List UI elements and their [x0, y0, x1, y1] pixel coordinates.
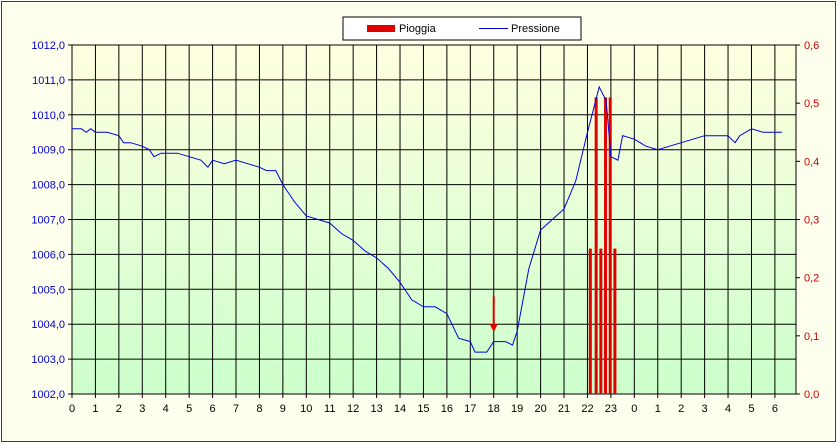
x-tick-label: 9	[280, 403, 286, 415]
x-tick-label: 6	[772, 403, 778, 415]
y-right-tick-label: 0,6	[804, 40, 819, 52]
x-tick-label: 15	[417, 403, 429, 415]
x-tick-label: 12	[347, 403, 359, 415]
y-right-tick-label: 0,4	[804, 156, 819, 168]
x-tick-label: 16	[441, 403, 453, 415]
y-right-tick-label: 0,5	[804, 98, 819, 110]
x-tick-label: 2	[116, 403, 122, 415]
x-tick-label: 13	[370, 403, 382, 415]
x-tick-labels: 0 1 2 3 4 5 6 7 8 9 10 11 12 13 14 15 16 17 18 19 20 21 22 23 0 1…	[69, 394, 778, 415]
x-tick-label: 3	[702, 403, 708, 415]
y-left-tick-label: 1009,0	[31, 145, 65, 157]
y-left-tick-label: 1007,0	[31, 215, 65, 227]
x-tick-label: 6	[210, 403, 216, 415]
y-left-tick-label: 1008,0	[31, 180, 65, 192]
x-tick-label: 4	[163, 403, 169, 415]
y-left-tick-label: 1004,0	[31, 319, 65, 331]
rain-bar	[613, 248, 617, 394]
x-tick-label: 19	[511, 403, 523, 415]
pressure-line	[72, 85, 782, 353]
legend: Pioggia Pressione	[342, 16, 582, 41]
x-tick-label: 14	[394, 403, 406, 415]
y-right-tick-label: 0,3	[804, 215, 819, 227]
pressure-series-line	[72, 85, 782, 353]
rain-bar	[604, 97, 608, 394]
y-left-tick-label: 1011,0	[32, 75, 65, 87]
rain-bar	[599, 248, 603, 394]
x-tick-label: 17	[464, 403, 476, 415]
y-left-tick-label: 1003,0	[31, 354, 65, 366]
grid	[71, 44, 796, 395]
x-tick-label: 18	[488, 403, 500, 415]
rain-bars	[588, 97, 617, 394]
arrow-annotation-head	[489, 324, 498, 333]
y-right-tick-labels: 0,0 0,1 0,2 0,3 0,4 0,5 0,6	[796, 40, 819, 401]
y-right-tick-label: 0,1	[804, 331, 819, 343]
rain-bar	[608, 97, 612, 394]
x-tick-label: 0	[631, 403, 637, 415]
annotations	[489, 296, 498, 333]
y-left-tick-label: 1012,0	[31, 40, 65, 52]
y-right-tick-label: 0,0	[804, 389, 819, 401]
x-tick-label: 0	[69, 403, 75, 415]
rain-bar	[588, 248, 592, 394]
x-tick-label: 5	[748, 403, 754, 415]
legend-box	[342, 16, 582, 41]
x-tick-label: 10	[300, 403, 312, 415]
x-tick-label: 3	[139, 403, 145, 415]
legend-label-pressione: Pressione	[511, 23, 560, 35]
legend-swatch-pioggia	[367, 25, 395, 32]
x-tick-label: 1	[92, 403, 98, 415]
y-left-tick-label: 1002,0	[31, 389, 65, 401]
x-tick-label: 21	[558, 403, 570, 415]
x-tick-label: 4	[725, 403, 731, 415]
x-tick-label: 11	[324, 403, 335, 415]
y-left-tick-labels: 1002,0 1003,0 1004,0 1005,0 1006,0 1007,0 1008…	[31, 40, 72, 401]
x-tick-label: 7	[233, 403, 239, 415]
x-tick-label: 23	[605, 403, 617, 415]
y-left-tick-label: 1010,0	[31, 110, 65, 122]
x-tick-label: 2	[678, 403, 684, 415]
x-tick-label: 1	[655, 403, 661, 415]
rain-bar	[594, 97, 598, 394]
x-tick-label: 5	[186, 403, 192, 415]
x-tick-label: 8	[256, 403, 262, 415]
y-right-tick-label: 0,2	[804, 273, 819, 285]
y-left-tick-label: 1006,0	[31, 249, 65, 261]
legend-label-pioggia: Pioggia	[399, 23, 437, 35]
x-tick-label: 20	[534, 403, 546, 415]
x-tick-label: 22	[581, 403, 593, 415]
y-left-tick-label: 1005,0	[31, 284, 65, 296]
